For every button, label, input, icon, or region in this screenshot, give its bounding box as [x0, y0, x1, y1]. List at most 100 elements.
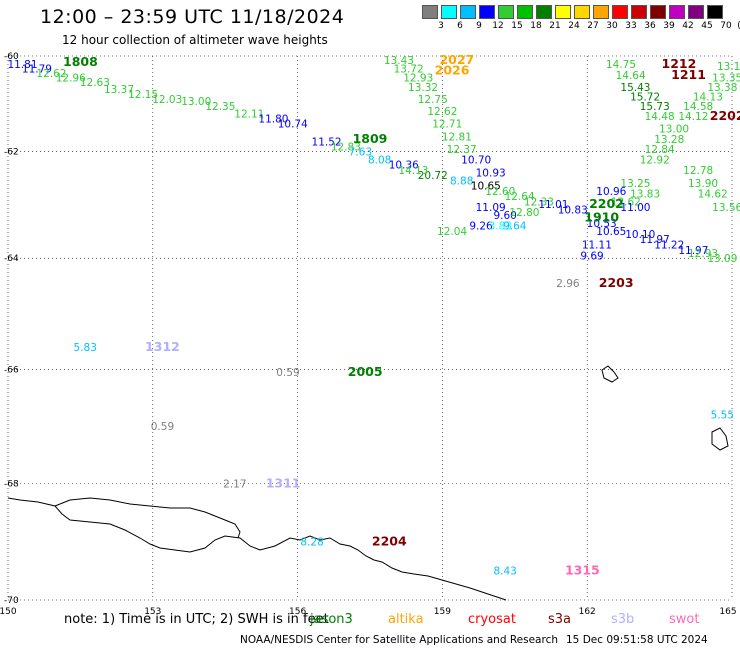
wave-height-value: 13.28	[654, 134, 684, 146]
wave-height-value: 13.19	[717, 61, 740, 73]
legend-item-altika: altika	[388, 612, 424, 627]
lon-tick-label: 165	[719, 607, 736, 617]
legend-item-swot: swot	[669, 612, 700, 627]
wave-height-value: 12.75	[418, 94, 448, 106]
wave-height-value: 5.83	[74, 342, 97, 354]
pass-time-label: 1809	[353, 131, 388, 146]
wave-height-value: 11.09	[476, 202, 506, 214]
scale-label: 3	[438, 21, 444, 31]
scale-swatch	[688, 5, 704, 19]
wave-height-value: 10.70	[461, 154, 491, 166]
footnote: note: 1) Time is in UTC; 2) SWH is in fe…	[64, 612, 329, 627]
map-subtitle: 12 hour collection of altimeter wave hei…	[62, 33, 328, 47]
axis-labels: 150 153 156 159 162 165 -60 -62 -64 -66 -68 -70	[0, 52, 737, 617]
wave-height-value: 12.64	[505, 191, 535, 203]
scale-swatch	[460, 5, 476, 19]
wave-height-value: 13.32	[408, 82, 438, 94]
scale-label: 70	[720, 21, 732, 31]
wave-height-value: 8.08	[368, 154, 391, 166]
scale-swatch	[422, 5, 438, 19]
lat-tick-label: -68	[4, 479, 19, 489]
wave-height-value: 12.96	[56, 72, 86, 84]
legend-item-s3b: s3b	[611, 612, 635, 627]
scale-label: 27	[587, 21, 599, 31]
wave-height-value: 12.84	[645, 144, 675, 156]
wave-height-value: 11.11	[582, 240, 612, 252]
coastline	[7, 365, 729, 601]
wave-height-value: 13.25	[620, 178, 650, 190]
balleny-island-2	[711, 427, 729, 451]
scale-label: 6	[457, 21, 463, 31]
wave-height-value: 13.35	[712, 72, 740, 84]
pass-time-label: 2202	[589, 196, 624, 211]
wave-height-value: 12.04	[437, 226, 467, 238]
wave-height-value: 2.96	[556, 278, 580, 290]
wave-height-value: 11.00	[620, 202, 650, 214]
scale-label: 39	[663, 21, 675, 31]
wave-height-value: 12.33	[524, 197, 554, 209]
scale-swatch	[517, 5, 533, 19]
wave-height-value: 14.75	[606, 59, 636, 71]
lon-tick-label: 159	[434, 607, 451, 617]
wave-height-value: 11.01	[538, 199, 568, 211]
wave-height-value: 10.65	[596, 226, 626, 238]
pass-time-label: 2026	[435, 63, 470, 78]
wave-height-value: 12.60	[485, 186, 515, 198]
scale-swatch	[707, 5, 723, 19]
wave-height-value: 13.90	[688, 178, 718, 190]
wave-height-value: 12.11	[234, 109, 264, 121]
wave-height-value: 13.56	[712, 202, 740, 214]
wave-height-value: 12.37	[447, 144, 477, 156]
wave-height-value: 11.97	[678, 245, 708, 257]
lat-tick-label: -66	[4, 365, 19, 375]
wave-height-value: 13.00	[659, 124, 689, 136]
wave-height-value: 14.64	[616, 70, 646, 82]
scale-swatch	[593, 5, 609, 19]
wave-height-value: 12.62	[611, 197, 641, 209]
scale-label: 30	[606, 21, 618, 31]
pass-time-label: 2005	[348, 364, 383, 379]
scale-label: 45	[701, 21, 713, 31]
scale-swatch	[574, 5, 590, 19]
scale-label: 9	[476, 21, 482, 31]
pass-time-label: 1315	[565, 563, 600, 578]
wave-height-value: 15.72	[630, 91, 660, 103]
scale-swatch	[536, 5, 552, 19]
wave-height-value: 11.52	[312, 136, 342, 148]
wave-height-value: 20.72	[418, 170, 448, 182]
wave-height-value: 12.62	[427, 106, 457, 118]
scale-unit: (ft)	[732, 21, 740, 31]
legend-item-cryosat: cryosat	[468, 612, 516, 627]
scale-swatch	[555, 5, 571, 19]
pass-time-label: 1910	[584, 210, 619, 225]
lon-tick-label: 153	[144, 607, 161, 617]
wave-height-value: 14.13	[398, 165, 428, 177]
scale-label: 36	[644, 21, 656, 31]
pass-time-label: 2027	[439, 52, 474, 67]
wave-height-value: 9.60	[493, 210, 516, 222]
pass-time-label: 1312	[145, 339, 180, 354]
wave-height-value: 10.65	[471, 181, 501, 193]
wave-height-value: 14.62	[698, 189, 728, 201]
wave-height-value: 13.00	[181, 96, 211, 108]
wave-height-value: 8.43	[493, 566, 516, 578]
wave-height-value: 11.97	[640, 234, 670, 246]
scale-label: 33	[625, 21, 637, 31]
pass-labels: 1808202720261212121122021809220219102203…	[63, 52, 740, 578]
wave-height-value: 11.80	[258, 114, 288, 126]
footer-credit: NOAA/NESDIS Center for Satellite Applica…	[240, 634, 558, 646]
wave-height-value: 12.81	[442, 131, 472, 143]
scale-label: 24	[568, 21, 580, 31]
wave-height-value: 8.88	[450, 175, 473, 187]
wave-height-value: 13.37	[104, 84, 134, 96]
lat-tick-label: -60	[4, 52, 19, 62]
wave-height-value: 11.81	[7, 59, 37, 71]
wave-height-value: 12.62	[36, 68, 66, 80]
wave-height-value: 12.03	[152, 94, 182, 106]
lat-tick-label: -70	[4, 596, 19, 606]
pass-time-label: 1808	[63, 54, 98, 69]
wave-height-value: 3.83	[489, 221, 512, 233]
wave-height-value: 11.79	[22, 63, 52, 75]
wave-height-value: 12.93	[688, 248, 718, 260]
